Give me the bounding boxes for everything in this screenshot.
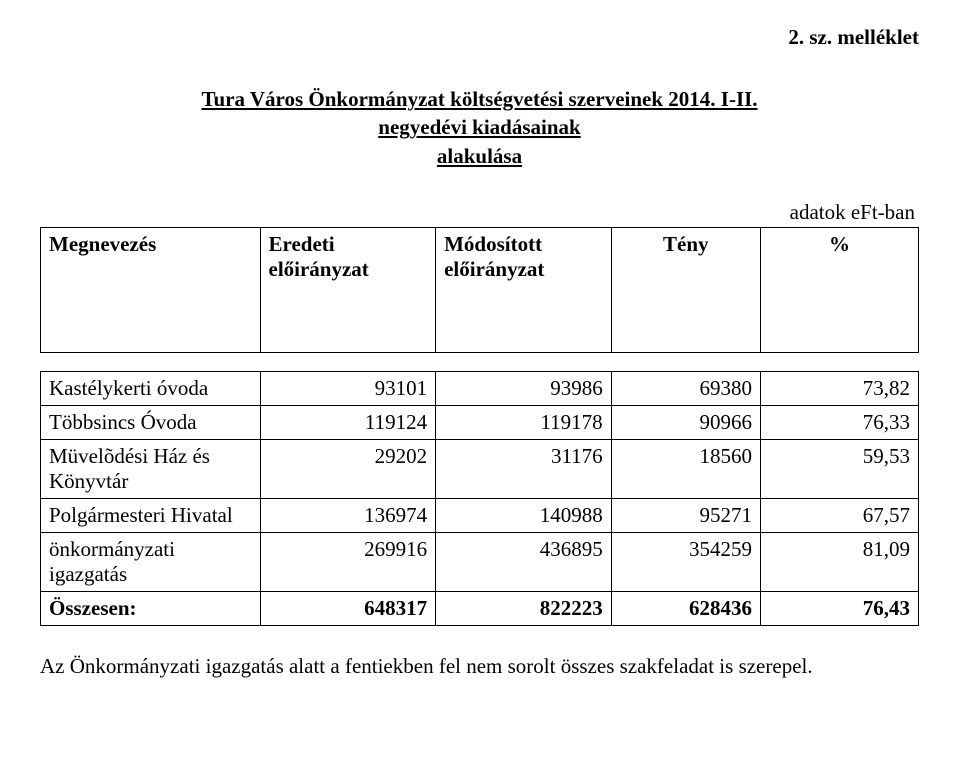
document-title: Tura Város Önkormányzat költségvetési sz… xyxy=(40,85,919,170)
cell-fact: 18560 xyxy=(611,440,760,499)
cell-fact: 354259 xyxy=(611,533,760,592)
cell-name: Polgármesteri Hivatal xyxy=(41,499,261,533)
cell-name: önkormányzati igazgatás xyxy=(41,533,261,592)
cell-pct: 67,57 xyxy=(760,499,918,533)
cell-orig: 269916 xyxy=(260,533,436,592)
cell-fact: 69380 xyxy=(611,372,760,406)
col-header-pct: % xyxy=(760,228,918,353)
cell-mod: 140988 xyxy=(436,499,612,533)
cell-mod: 119178 xyxy=(436,406,612,440)
unit-label: adatok eFt-ban xyxy=(40,200,919,225)
col-header-orig: Eredeti előirányzat xyxy=(260,228,436,353)
cell-mod: 93986 xyxy=(436,372,612,406)
table-row: Kastélykerti óvoda93101939866938073,82 xyxy=(41,372,919,406)
document-page: 2. sz. melléklet Tura Város Önkormányzat… xyxy=(0,0,959,770)
cell-orig: 29202 xyxy=(260,440,436,499)
footnote-text: Az Önkormányzati igazgatás alatt a fenti… xyxy=(40,654,919,679)
attachment-label: 2. sz. melléklet xyxy=(40,25,919,50)
header-row: Megnevezés Eredeti előirányzat Módosítot… xyxy=(41,228,919,353)
cell-orig: 93101 xyxy=(260,372,436,406)
col-header-name: Megnevezés xyxy=(41,228,261,353)
table-total-row: Összesen:64831782222362843676,43 xyxy=(41,592,919,626)
cell-orig: 119124 xyxy=(260,406,436,440)
cell-orig: 648317 xyxy=(260,592,436,626)
title-line-3: alakulása xyxy=(437,144,522,168)
col-header-fact: Tény xyxy=(611,228,760,353)
cell-name: Összesen: xyxy=(41,592,261,626)
cell-fact: 90966 xyxy=(611,406,760,440)
header-table: Megnevezés Eredeti előirányzat Módosítot… xyxy=(40,227,919,353)
cell-mod: 822223 xyxy=(436,592,612,626)
cell-mod: 436895 xyxy=(436,533,612,592)
cell-mod: 31176 xyxy=(436,440,612,499)
cell-fact: 628436 xyxy=(611,592,760,626)
cell-pct: 59,53 xyxy=(760,440,918,499)
title-line-2: negyedévi kiadásainak xyxy=(378,115,580,139)
cell-pct: 76,43 xyxy=(760,592,918,626)
col-header-mod: Módosított előirányzat xyxy=(436,228,612,353)
table-row: Polgármesteri Hivatal1369741409889527167… xyxy=(41,499,919,533)
cell-name: Többsincs Óvoda xyxy=(41,406,261,440)
data-table-body: Kastélykerti óvoda93101939866938073,82Tö… xyxy=(41,372,919,626)
cell-orig: 136974 xyxy=(260,499,436,533)
data-table: Kastélykerti óvoda93101939866938073,82Tö… xyxy=(40,371,919,626)
cell-name: Kastélykerti óvoda xyxy=(41,372,261,406)
cell-pct: 81,09 xyxy=(760,533,918,592)
cell-pct: 76,33 xyxy=(760,406,918,440)
table-row: Müvelõdési Ház és Könyvtár29202311761856… xyxy=(41,440,919,499)
cell-name: Müvelõdési Ház és Könyvtár xyxy=(41,440,261,499)
cell-fact: 95271 xyxy=(611,499,760,533)
cell-pct: 73,82 xyxy=(760,372,918,406)
table-row: önkormányzati igazgatás26991643689535425… xyxy=(41,533,919,592)
title-line-1: Tura Város Önkormányzat költségvetési sz… xyxy=(201,87,757,111)
table-row: Többsincs Óvoda1191241191789096676,33 xyxy=(41,406,919,440)
